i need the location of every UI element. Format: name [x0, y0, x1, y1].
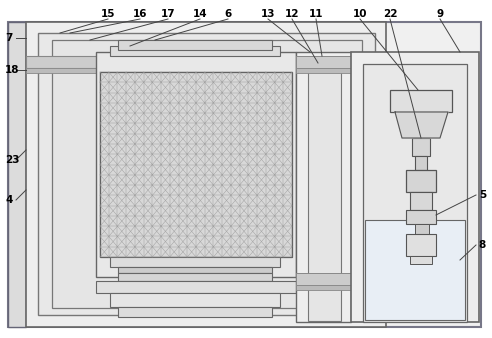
Text: 7: 7: [5, 33, 12, 43]
Bar: [406, 170, 436, 192]
Text: 16: 16: [133, 9, 147, 19]
Bar: [296, 56, 351, 68]
Text: 22: 22: [383, 9, 397, 19]
Text: 10: 10: [353, 9, 367, 19]
Bar: [26, 68, 386, 73]
Bar: [118, 307, 272, 317]
Bar: [351, 52, 479, 322]
Bar: [110, 257, 280, 267]
Bar: [390, 90, 452, 112]
Text: 11: 11: [309, 9, 323, 19]
Bar: [100, 72, 292, 257]
Bar: [406, 210, 436, 224]
Text: 14: 14: [193, 9, 207, 19]
Text: 9: 9: [436, 9, 444, 19]
Bar: [365, 220, 465, 320]
Bar: [26, 56, 386, 68]
Bar: [118, 267, 272, 273]
Polygon shape: [395, 112, 448, 138]
Text: 8: 8: [479, 240, 486, 250]
Text: 13: 13: [261, 9, 275, 19]
Bar: [412, 138, 430, 156]
Bar: [410, 256, 432, 264]
Text: 17: 17: [161, 9, 175, 19]
Text: 6: 6: [224, 9, 232, 19]
Bar: [415, 156, 427, 170]
Bar: [38, 33, 375, 315]
Bar: [118, 40, 272, 50]
Bar: [96, 52, 296, 277]
Bar: [52, 40, 362, 308]
Text: 5: 5: [479, 190, 486, 200]
Bar: [26, 22, 386, 327]
Text: 18: 18: [5, 65, 20, 75]
Bar: [406, 234, 436, 256]
Bar: [296, 285, 351, 290]
Bar: [110, 46, 280, 56]
Bar: [415, 224, 429, 234]
Bar: [96, 281, 296, 293]
Bar: [110, 293, 280, 307]
Text: 15: 15: [101, 9, 115, 19]
Bar: [296, 273, 351, 285]
Text: 12: 12: [285, 9, 299, 19]
Bar: [363, 64, 467, 322]
Bar: [308, 63, 341, 321]
Bar: [8, 22, 26, 327]
Bar: [118, 273, 272, 281]
Bar: [410, 192, 432, 210]
Text: 4: 4: [5, 195, 12, 205]
Bar: [296, 52, 351, 322]
Bar: [296, 68, 351, 73]
Text: 23: 23: [5, 155, 20, 165]
